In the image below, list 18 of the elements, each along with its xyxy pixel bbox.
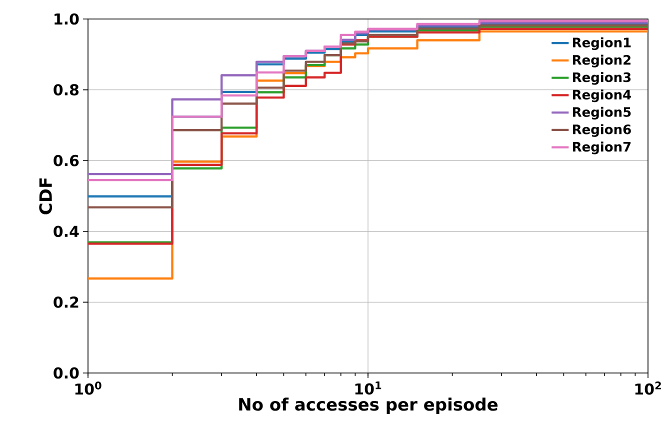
y-tick-label: 0.0 (54, 367, 79, 379)
legend-label: Region4 (572, 89, 632, 102)
x-tick-label: 10$^{0}$ (75, 382, 102, 395)
legend-label: Region2 (572, 54, 630, 68)
y-tick-label: 0.8 (54, 84, 79, 96)
x-tick-label: 10$^{1}$ (355, 382, 382, 395)
legend-label: Region7 (572, 142, 631, 154)
y-tick-label: 0.2 (54, 296, 78, 308)
legend-label: Region5 (572, 106, 631, 120)
y-tick-label: 1.0 (54, 13, 79, 25)
legend-label: Region1 (572, 37, 631, 50)
x-tick-label: 10$^{2}$ (635, 382, 661, 395)
y-axis-title: CDF (39, 178, 52, 214)
x-axis-title: No of accesses per episode (239, 398, 498, 414)
y-tick-label: 0.4 (54, 226, 79, 238)
legend-label: Region3 (572, 72, 631, 85)
legend-label: Region6 (572, 124, 631, 137)
y-tick-label: 0.6 (54, 154, 79, 166)
